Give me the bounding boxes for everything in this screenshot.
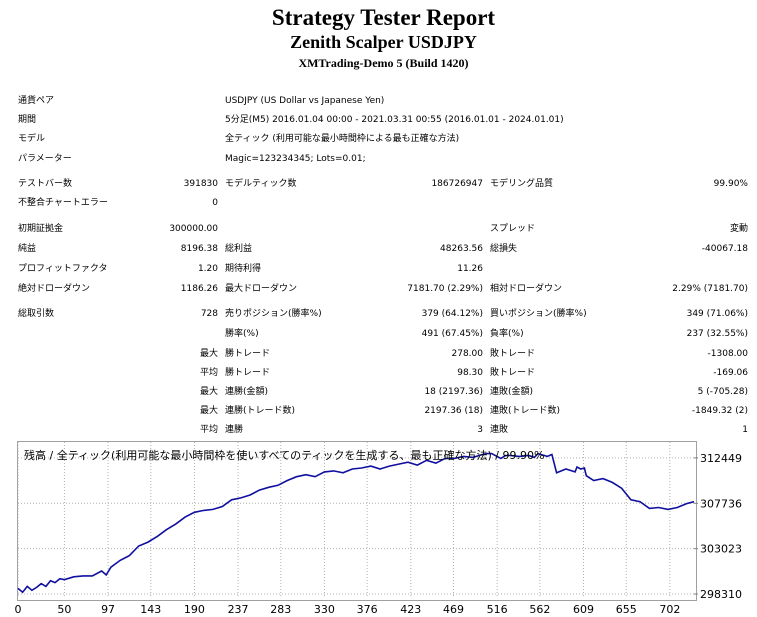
x-tick-label: 237 — [228, 603, 249, 616]
max-consecutive-losses-value: 5 (-705.28) — [697, 387, 748, 397]
quality-value: 99.90% — [713, 179, 748, 189]
bars-label: テストバー数 — [18, 179, 73, 189]
deposit-label: 初期証拠金 — [18, 224, 64, 234]
win-rate-value: 491 (67.45%) — [421, 329, 483, 339]
x-tick-label: 283 — [270, 603, 291, 616]
period-label: 期間 — [18, 115, 37, 125]
x-tick-label: 50 — [57, 603, 71, 616]
average-consecutive-prefix: 平均 — [199, 425, 218, 435]
y-tick-label: 303023 — [700, 543, 742, 556]
model-label: モデル — [18, 134, 46, 144]
chart-title: 残高 / 全ティック(利用可能な最小時間枠を使いすべてのティックを生成する、最も… — [24, 448, 544, 462]
gross-loss-label: 総損失 — [490, 244, 518, 254]
short-positions-value: 379 (64.12%) — [421, 309, 483, 319]
max-consecutive-losses-label: 連敗(金額) — [490, 387, 534, 397]
parameters-value: Magic=123234345; Lots=0.01; — [225, 154, 366, 164]
x-tick-label: 469 — [443, 603, 464, 616]
x-tick-label: 655 — [616, 603, 637, 616]
largest-loss-label: 敗トレード — [490, 349, 536, 359]
average-win-label: 勝トレード — [225, 368, 271, 378]
mismatch-value: 0 — [212, 198, 218, 208]
max-consecutive-wins-value: 18 (2197.36) — [424, 387, 483, 397]
short-positions-label: 売りポジション(勝率%) — [225, 309, 322, 319]
expert-name: Zenith Scalper USDJPY — [290, 32, 477, 52]
average-prefix: 平均 — [199, 368, 218, 378]
loss-rate-label: 負率(%) — [490, 329, 524, 339]
long-positions-value: 349 (71.06%) — [686, 309, 748, 319]
model-value: 全ティック (利用可能な最小時間枠による最も正確な方法) — [225, 134, 460, 144]
balance-line — [17, 452, 695, 594]
largest-prefix: 最大 — [199, 349, 218, 359]
x-tick-label: 516 — [487, 603, 508, 616]
bars-value: 391830 — [183, 179, 218, 189]
relative-drawdown-label: 相対ドローダウン — [490, 284, 563, 294]
largest-loss-value: -1308.00 — [707, 349, 748, 359]
net-profit-value: 8196.38 — [180, 244, 218, 254]
x-tick-label: 190 — [184, 603, 205, 616]
parameters-label: パラメーター — [18, 154, 72, 164]
profit-factor-value: 1.20 — [197, 264, 218, 274]
average-loss-value: -169.06 — [713, 368, 748, 378]
deposit-value: 300000.00 — [169, 224, 218, 234]
average-consecutive-losses-label: 連敗 — [490, 425, 509, 435]
gross-loss-value: -40067.18 — [701, 244, 748, 254]
average-consecutive-wins-value: 3 — [477, 425, 483, 435]
x-tick-label: 376 — [357, 603, 378, 616]
x-tick-label: 702 — [659, 603, 680, 616]
x-tick-label: 0 — [15, 603, 22, 616]
absolute-drawdown-label: 絶対ドローダウン — [18, 284, 91, 294]
average-loss-label: 敗トレード — [490, 368, 536, 378]
maximal-drawdown-value: 7181.70 (2.29%) — [407, 284, 483, 294]
largest-win-label: 勝トレード — [225, 349, 271, 359]
max-consecutive-wins-label: 連勝(金額) — [225, 387, 269, 397]
win-rate-label: 勝率(%) — [225, 329, 259, 339]
expected-payoff-value: 11.26 — [457, 264, 483, 274]
mismatch-label: 不整合チャートエラー — [18, 198, 108, 208]
max-consecutive-loss-value: -1849.32 (2) — [691, 406, 748, 416]
report-title: Strategy Tester Report — [271, 5, 496, 30]
maximal-drawdown-label: 最大ドローダウン — [225, 284, 298, 294]
expected-payoff-label: 期待利得 — [225, 264, 262, 274]
max-consecutive-loss-label: 連敗(トレード数) — [490, 406, 561, 416]
largest-win-value: 278.00 — [451, 349, 484, 359]
max-consecutive-profit-value: 2197.36 (18) — [424, 406, 483, 416]
x-tick-label: 97 — [101, 603, 115, 616]
average-win-value: 98.30 — [457, 368, 483, 378]
average-consecutive-wins-label: 連勝 — [225, 425, 244, 435]
max-consecutive-prefix: 最大 — [199, 387, 218, 397]
symbol-value: USDJPY (US Dollar vs Japanese Yen) — [225, 96, 385, 106]
x-tick-label: 609 — [573, 603, 594, 616]
total-trades-label: 総取引数 — [18, 309, 55, 319]
profit-factor-label: プロフィットファクタ — [18, 264, 108, 274]
y-tick-label: 298310 — [700, 588, 742, 601]
gross-profit-value: 48263.56 — [440, 244, 483, 254]
loss-rate-value: 237 (32.55%) — [686, 329, 748, 339]
x-tick-label: 330 — [314, 603, 335, 616]
relative-drawdown-value: 2.29% (7181.70) — [672, 284, 748, 294]
x-tick-label: 143 — [140, 603, 161, 616]
net-profit-label: 純益 — [18, 244, 37, 254]
period-value: 5分足(M5) 2016.01.04 00:00 - 2021.03.31 00… — [225, 115, 564, 125]
absolute-drawdown-value: 1186.26 — [180, 284, 218, 294]
average-consecutive-losses-value: 1 — [742, 425, 748, 435]
y-tick-label: 312449 — [700, 452, 742, 465]
spread-label: スプレッド — [490, 224, 536, 234]
max-consecutive-count-prefix: 最大 — [199, 406, 218, 416]
gross-profit-label: 総利益 — [225, 244, 253, 254]
symbol-label: 通貨ペア — [18, 96, 55, 106]
ticks-value: 186726947 — [431, 179, 483, 189]
spread-value: 変動 — [729, 224, 748, 234]
ticks-label: モデルティック数 — [225, 179, 297, 189]
long-positions-label: 買いポジション(勝率%) — [490, 309, 587, 319]
total-trades-value: 728 — [200, 309, 218, 319]
y-tick-label: 307736 — [700, 497, 742, 510]
quality-label: モデリング品質 — [490, 179, 554, 189]
x-tick-label: 423 — [400, 603, 421, 616]
max-consecutive-profit-label: 連勝(トレード数) — [225, 406, 296, 416]
server-name: XMTrading-Demo 5 (Build 1420) — [298, 56, 469, 70]
x-tick-label: 562 — [529, 603, 550, 616]
